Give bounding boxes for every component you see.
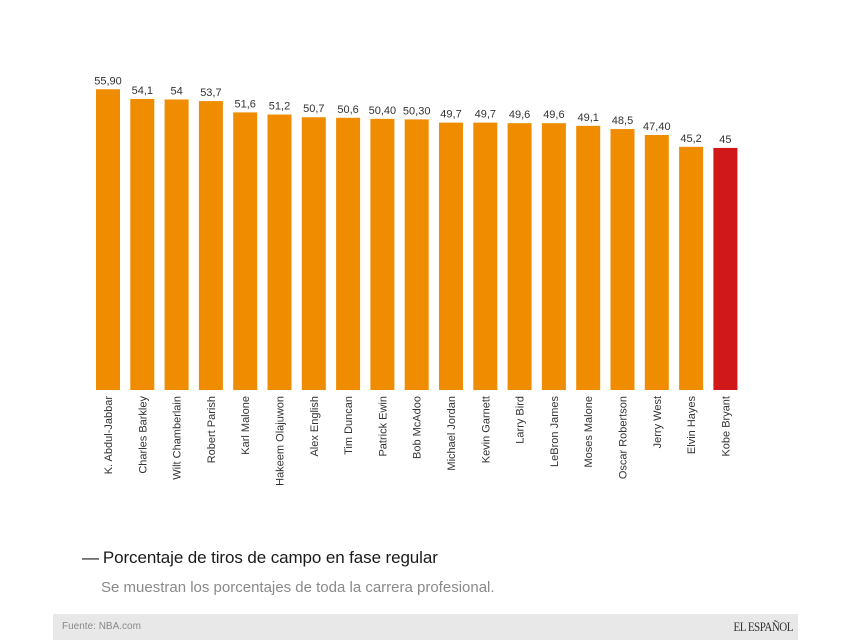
value-label: 49,1 xyxy=(577,112,598,124)
bar-wilt-chamberlain xyxy=(164,99,189,390)
bars-group xyxy=(96,89,738,391)
category-label: Charles Barkley xyxy=(137,396,149,474)
category-labels-group: K. Abdul-Jabbar Charles Barkley Wilt Chamb… xyxy=(103,396,732,486)
bar-kevin-garnett xyxy=(473,122,498,390)
value-label: 50,30 xyxy=(403,105,431,117)
category-label: Bob McAdoo xyxy=(412,396,424,459)
category-label: Tim Duncan xyxy=(343,396,355,455)
category-label: Kobe Bryant xyxy=(720,396,732,457)
category-label: Oscar Robertson xyxy=(618,396,630,479)
value-label: 54 xyxy=(170,85,182,97)
bar-oscar-robertson xyxy=(610,129,635,390)
bar-k-abdul-jabbar xyxy=(96,89,120,391)
value-label: 51,6 xyxy=(234,98,255,110)
category-label: Michael Jordan xyxy=(446,396,458,471)
value-label: 55,90 xyxy=(94,75,122,87)
chart-subtitle: Se muestran los porcentajes de toda la c… xyxy=(101,579,495,596)
footer-bar: Fuente: NBA.com EL ESPAÑOL xyxy=(53,614,798,640)
chart-title-text: Porcentaje de tiros de campo en fase reg… xyxy=(102,548,438,567)
category-label: Wilt Chamberlain xyxy=(172,396,184,480)
value-label: 49,7 xyxy=(440,109,461,121)
category-label: Patrick Ewin xyxy=(377,396,389,457)
brand-logo: EL ESPAÑOL xyxy=(733,619,794,634)
value-label: 49,6 xyxy=(543,109,564,121)
bar-kobe-bryant xyxy=(713,147,738,390)
category-label: Jerry West xyxy=(652,396,664,448)
source-note: Fuente: NBA.com xyxy=(62,621,141,632)
value-label: 49,6 xyxy=(509,109,530,121)
bar-patrick-ewin xyxy=(370,118,395,391)
bar-hakeem-olajuwon xyxy=(267,114,292,390)
value-label: 49,7 xyxy=(475,109,496,121)
bar-jerry-west xyxy=(644,134,669,390)
category-label: Hakeem Olajuwon xyxy=(275,396,287,486)
category-label: Robert Parish xyxy=(206,396,218,463)
bar-moses-malone xyxy=(576,125,601,390)
value-label: 50,6 xyxy=(337,104,358,116)
category-label: LeBron James xyxy=(549,396,561,467)
bar-tim-duncan xyxy=(336,117,361,390)
chart-title: — Porcentaje de tiros de campo en fase re… xyxy=(82,548,438,568)
value-label: 47,40 xyxy=(643,121,671,133)
value-label: 51,2 xyxy=(269,101,290,113)
category-label: Karl Malone xyxy=(240,396,252,455)
value-label: 50,40 xyxy=(369,105,397,117)
title-dash: — xyxy=(82,548,99,567)
value-label: 45 xyxy=(719,134,731,146)
value-label: 48,5 xyxy=(612,115,633,127)
value-label: 53,7 xyxy=(200,87,221,99)
bar-robert-parish xyxy=(198,101,223,391)
bar-alex-english xyxy=(301,117,326,390)
category-label: Kevin Garnett xyxy=(480,396,492,463)
category-label: Alex English xyxy=(309,396,321,457)
bar-charles-barkley xyxy=(130,98,155,390)
category-label: K. Abdul-Jabbar xyxy=(103,396,115,475)
value-labels-group: 55,90 54,1 54 53,7 51,6 51,2 50,7 50,6 50,40 50,3… xyxy=(94,75,731,146)
category-label: Larry Bird xyxy=(515,396,527,444)
bar-bob-mcadoo xyxy=(404,119,429,391)
category-label: Moses Malone xyxy=(583,396,595,468)
value-label: 54,1 xyxy=(132,85,153,97)
bar-lebron-james xyxy=(541,123,566,390)
value-label: 50,7 xyxy=(303,103,324,115)
bar-karl-malone xyxy=(233,112,258,390)
bar-michael-jordan xyxy=(439,122,463,390)
bar-elvin-hayes xyxy=(679,146,704,390)
category-label: Elvin Hayes xyxy=(686,396,698,455)
value-label: 45,2 xyxy=(680,133,701,145)
bar-larry-bird xyxy=(507,123,532,390)
bar-chart: 55,90 54,1 54 53,7 51,6 51,2 50,7 50,6 50,40 50,3… xyxy=(94,75,738,486)
